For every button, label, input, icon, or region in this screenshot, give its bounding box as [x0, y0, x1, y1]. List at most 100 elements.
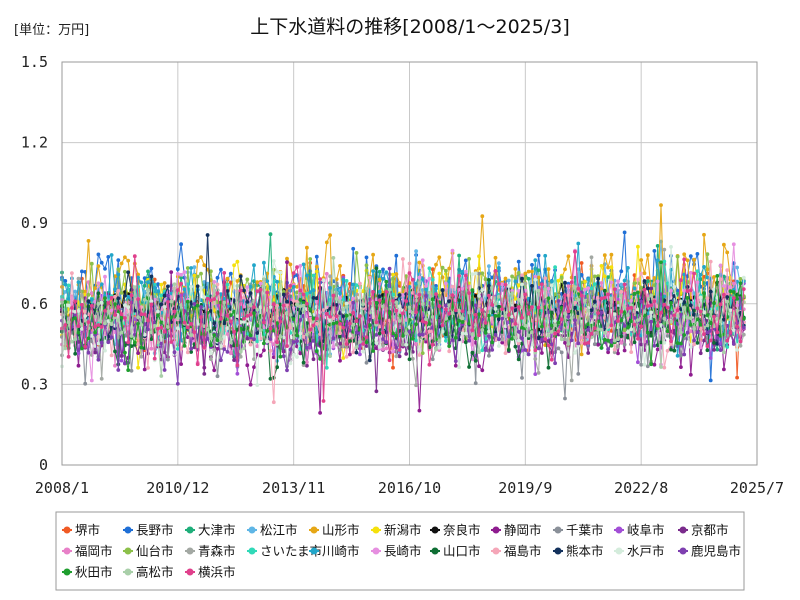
data-point	[258, 353, 263, 358]
data-point	[616, 279, 620, 284]
data-point	[318, 357, 322, 361]
data-point	[546, 365, 551, 370]
data-point	[126, 270, 131, 275]
data-point	[516, 349, 521, 354]
data-point	[106, 255, 111, 259]
data-point	[606, 265, 610, 270]
data-point	[420, 332, 425, 337]
data-point	[407, 357, 412, 362]
data-point	[126, 368, 131, 372]
data-point	[497, 261, 501, 266]
data-point	[162, 368, 167, 372]
chart-title: 上下水道料の推移[2008/1～2025/3]	[250, 16, 570, 38]
data-point	[185, 350, 190, 355]
data-point	[70, 339, 74, 344]
data-point	[407, 305, 412, 310]
data-point	[314, 254, 319, 259]
data-point	[96, 264, 101, 268]
data-point	[275, 269, 279, 274]
data-point	[500, 340, 505, 345]
data-point	[523, 352, 528, 356]
data-point	[444, 303, 448, 308]
data-point	[602, 253, 607, 258]
data-point	[228, 340, 233, 345]
data-point	[622, 230, 627, 235]
data-point	[338, 264, 342, 268]
data-point	[291, 335, 296, 340]
data-point	[735, 303, 739, 308]
data-point	[685, 330, 690, 335]
data-point	[420, 302, 425, 306]
data-point	[735, 265, 739, 270]
data-point	[351, 296, 356, 301]
data-point	[583, 279, 587, 284]
data-point	[116, 289, 121, 293]
data-point	[252, 365, 256, 369]
data-point	[195, 274, 200, 279]
data-point	[394, 253, 399, 258]
data-point	[682, 288, 687, 293]
data-point	[235, 279, 240, 283]
data-point	[278, 334, 283, 339]
data-point	[718, 263, 723, 268]
data-point	[179, 275, 184, 280]
data-point	[503, 314, 508, 319]
data-point	[602, 337, 607, 342]
data-point	[483, 330, 488, 335]
data-point	[583, 298, 587, 303]
data-point	[685, 296, 690, 300]
data-point	[470, 350, 475, 355]
data-point	[715, 347, 720, 352]
data-point	[655, 244, 660, 248]
data-point	[278, 354, 283, 359]
data-point	[457, 253, 461, 258]
data-point	[381, 277, 385, 281]
data-point	[397, 293, 402, 297]
data-point	[397, 304, 402, 309]
data-point	[520, 276, 524, 281]
data-point	[586, 308, 591, 313]
data-point	[162, 293, 167, 298]
data-point	[414, 342, 418, 346]
data-point	[195, 259, 200, 263]
data-point	[245, 285, 250, 290]
data-point	[248, 342, 253, 347]
data-point	[129, 334, 134, 338]
data-point	[215, 318, 220, 322]
data-point	[546, 267, 551, 271]
data-point	[381, 267, 385, 272]
data-point	[477, 350, 481, 354]
data-point	[119, 358, 124, 363]
data-point	[116, 272, 121, 277]
data-point	[358, 352, 362, 357]
data-point	[222, 300, 227, 305]
data-point	[255, 280, 260, 285]
data-point	[123, 269, 127, 274]
data-point	[410, 336, 415, 341]
data-point	[126, 258, 131, 263]
data-point	[735, 375, 739, 380]
data-point	[89, 291, 94, 296]
data-point	[146, 280, 150, 285]
data-point	[616, 300, 620, 305]
data-point	[675, 288, 680, 293]
data-point	[374, 389, 379, 394]
data-point	[434, 262, 438, 267]
data-point	[391, 349, 395, 354]
data-point	[731, 242, 736, 247]
data-point	[354, 350, 359, 355]
data-point	[384, 279, 389, 284]
data-point	[698, 351, 703, 356]
data-point	[132, 340, 137, 345]
data-point	[490, 275, 495, 280]
data-point	[450, 338, 455, 342]
data-point	[679, 353, 683, 358]
data-point	[262, 348, 266, 353]
data-point	[636, 290, 640, 295]
data-point	[731, 281, 736, 286]
data-point	[96, 291, 101, 296]
data-point	[126, 294, 131, 299]
data-point	[156, 309, 160, 314]
data-point	[66, 297, 71, 301]
data-point	[516, 271, 521, 275]
